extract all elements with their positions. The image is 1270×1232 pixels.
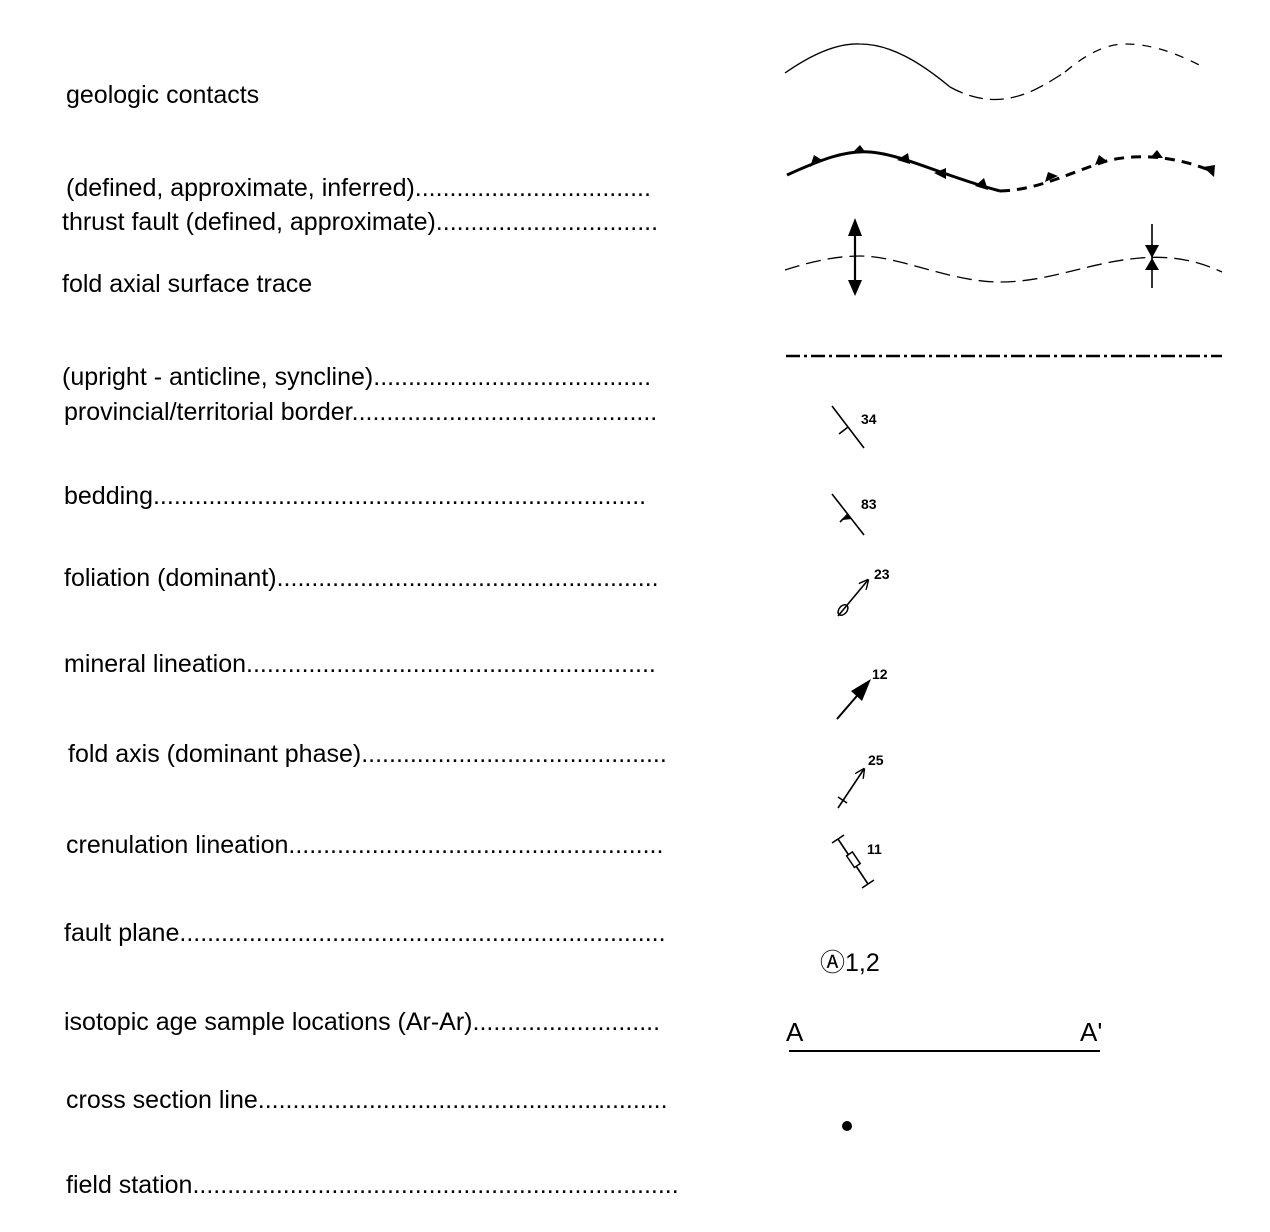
legend-label-line: provincial/territorial border...........…	[64, 398, 658, 426]
cross-section-symbol: A A'	[786, 1017, 1102, 1052]
foliation-dip-tick	[839, 513, 849, 523]
bedding-dip-tick	[838, 426, 849, 435]
fold-axial-trace-symbol	[784, 218, 1223, 296]
mineral-lineation-plunge-value: 23	[874, 566, 890, 582]
isotopic-age-sample-marker: Ⓐ1,2	[820, 949, 880, 977]
fold-axial-trace-line	[784, 255, 1223, 283]
fault-plane-dip-value: 11	[867, 841, 882, 857]
legend-label-mineral-lineation: mineral lineation.......................…	[64, 587, 656, 711]
thrust-tooth	[934, 168, 946, 179]
legend-label-line: geologic contacts	[66, 81, 260, 109]
fold-axis-plunge-value: 12	[872, 666, 888, 682]
thrust-tooth	[1203, 165, 1215, 177]
mineral-lineation-symbol: 23	[837, 566, 890, 617]
legend-label-line: fold axial surface trace	[62, 270, 313, 298]
legend-label-line: fault plane.............................…	[64, 919, 666, 947]
bedding-symbol: 34	[831, 405, 877, 449]
legend-label-isotopic-age: isotopic age sample locations (Ar-Ar)...…	[64, 945, 660, 1069]
legend-label-line: cross section line......................…	[66, 1086, 668, 1114]
thrust-fault-symbol	[786, 145, 1215, 193]
thrust-tooth	[1150, 150, 1163, 158]
isotopic-age-symbol: Ⓐ1,2	[820, 949, 880, 977]
legend-label-line: field station...........................…	[66, 1171, 679, 1199]
contact-approximate-line	[949, 71, 1066, 101]
crenulation-lineation-symbol: 25	[837, 752, 884, 809]
mineral-lineation-ellipse	[837, 603, 849, 617]
cross-section-left-label: A	[786, 1017, 804, 1047]
bedding-dip-value: 34	[861, 411, 877, 427]
cross-section-right-label: A'	[1080, 1017, 1102, 1047]
legend-label-bedding: bedding.................................…	[64, 419, 646, 543]
fault-plane-end-cap	[861, 879, 875, 889]
contact-inferred-line	[1064, 43, 1206, 73]
legend-label-fold-axial-surface-trace: fold axial surface trace (upright - anti…	[62, 207, 651, 424]
legend-label-line: (upright - anticline, syncline).........…	[62, 363, 652, 391]
anticline-arrow-down	[848, 280, 862, 296]
legend-label-cross-section-line: cross section line......................…	[66, 1023, 668, 1147]
legend-label-line: mineral lineation.......................…	[64, 650, 656, 678]
crenulation-lineation-arrow	[837, 769, 864, 809]
thrust-tooth	[1045, 172, 1058, 182]
thrust-tooth	[897, 153, 910, 164]
thrust-tooth	[810, 155, 822, 167]
legend-label-foliation: foliation (dominant)....................…	[64, 501, 659, 625]
fold-axis-arrowhead	[851, 679, 871, 701]
legend-label-geologic-contacts: geologic contacts (defined, approximate,…	[66, 18, 651, 235]
crenulation-lineation-plunge-value: 25	[868, 752, 884, 768]
thrust-fault-defined-line	[786, 150, 1001, 193]
thrust-fault-approximate-line	[999, 155, 1215, 193]
field-station-symbol	[842, 1121, 852, 1131]
syncline-arrow-down	[1145, 245, 1159, 258]
legend-label-fold-axis: fold axis (dominant phase)..............…	[68, 677, 667, 801]
foliation-dip-value: 83	[861, 496, 877, 512]
contact-defined-line	[784, 43, 951, 88]
legend-label-line: crenulation lineation...................…	[66, 831, 664, 859]
syncline-arrow-up	[1145, 258, 1159, 270]
legend-label-line: fold axis (dominant phase)..............…	[68, 740, 667, 768]
field-station-dot	[842, 1121, 852, 1131]
legend-label-line: bedding.................................…	[64, 482, 647, 510]
legend-label-fault-plane: fault plane.............................…	[64, 856, 666, 980]
legend-label-line: foliation (dominant)....................…	[64, 564, 659, 592]
legend-label-line: thrust fault (defined, approximate).....…	[62, 208, 659, 236]
crenulation-lineation-tick	[837, 796, 848, 804]
legend-label-line: (defined, approximate, inferred)........…	[66, 174, 651, 202]
geologic-contact-symbol	[784, 43, 1206, 101]
fault-plane-end-cap	[831, 834, 845, 844]
fold-axis-symbol: 12	[836, 666, 888, 720]
thrust-tooth	[975, 178, 988, 190]
legend-label-provincial-border: provincial/territorial border...........…	[64, 335, 657, 459]
legend-label-line: isotopic age sample locations (Ar-Ar)...…	[64, 1008, 661, 1036]
legend-label-crenulation-lineation: crenulation lineation...................…	[66, 768, 663, 892]
legend-symbols: 34 83 23 12 25 11 Ⓐ1,2 A A'	[784, 43, 1223, 1131]
foliation-symbol: 83	[831, 493, 877, 536]
legend-label-thrust-fault: thrust fault (defined, approximate).....…	[62, 145, 658, 269]
thrust-tooth	[1095, 155, 1107, 165]
fault-plane-dip-box	[845, 850, 862, 869]
thrust-tooth	[852, 145, 866, 153]
mineral-lineation-arrow	[837, 580, 868, 617]
fault-plane-symbol: 11	[831, 834, 882, 889]
anticline-arrow-up	[848, 218, 862, 236]
